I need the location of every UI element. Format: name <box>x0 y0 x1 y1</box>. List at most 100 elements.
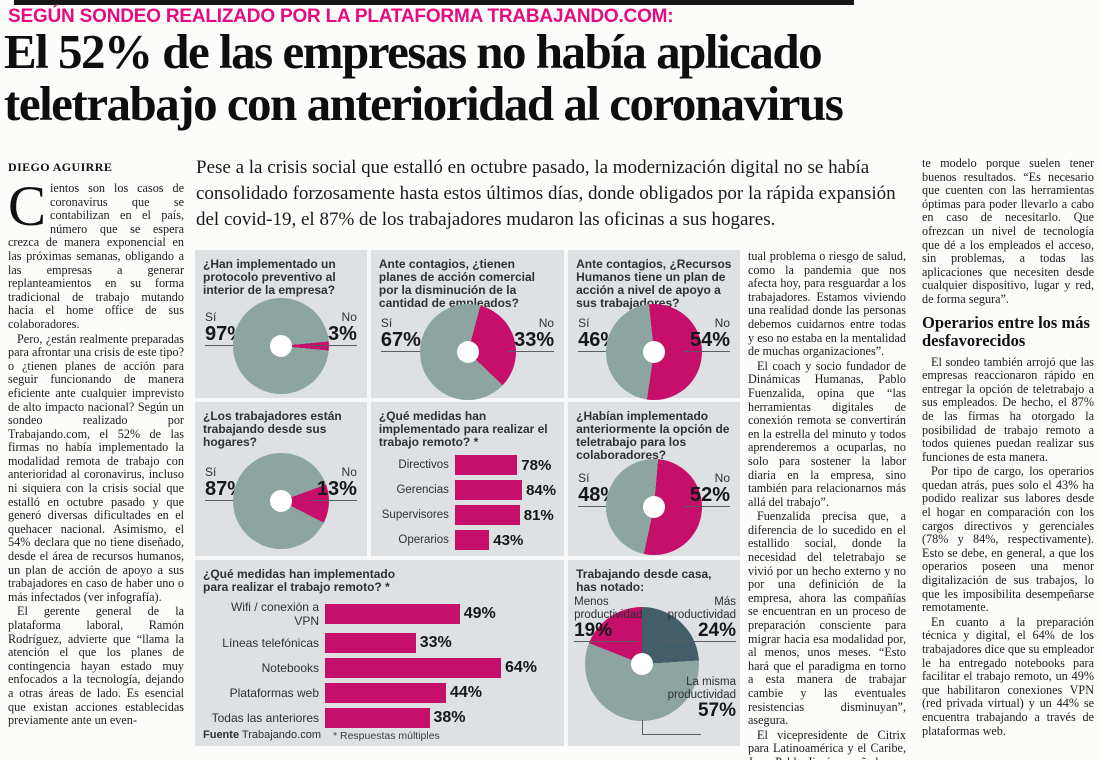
bar-row: Todas las anteriores 38% <box>203 708 556 728</box>
label-text: productividad <box>667 688 736 701</box>
chart-title: ¿Qué medidas han implementado para reali… <box>203 567 396 594</box>
pie-area: Sí 87% No 13% <box>203 449 359 552</box>
chart-title: Ante contagios, ¿Recursos Humanos tiene … <box>576 257 732 310</box>
label-text: Sí <box>578 471 590 485</box>
bar-row: Wifi / conexión a VPN 49% <box>203 600 556 628</box>
pie-chart <box>606 459 703 555</box>
paragraph: El sondeo también arrojó que las empresa… <box>922 354 1094 464</box>
label-text: productividad <box>574 608 643 621</box>
label-text: Sí <box>205 309 217 324</box>
label-text: productividad <box>667 608 736 621</box>
label-text: La misma <box>686 676 736 688</box>
bar-value: 81% <box>523 506 554 524</box>
pie-hole <box>631 653 654 675</box>
paragraph: te modelo porque suelen tener buenos res… <box>922 157 1094 306</box>
label-value: 54% <box>689 329 730 351</box>
label-value: 67% <box>380 329 421 351</box>
pie-area: Sí 97% No 3% <box>203 297 359 394</box>
paragraph: El vicepresidente de Citrix para Latinoa… <box>748 727 906 760</box>
source-label: Fuente <box>203 729 240 741</box>
bar-row: Supervisores 81% <box>379 505 556 525</box>
bar-label: Supervisores <box>381 509 449 521</box>
section-subhead: Operarios entre los más desfavorecidos <box>922 312 1090 350</box>
label-value: 19% <box>574 620 613 641</box>
article-column-4: tual problema o riesgo de salud, como la… <box>748 250 906 760</box>
bar <box>454 455 518 475</box>
pie-chart <box>232 297 329 394</box>
chart-trabajando-hogares: ¿Los trabajadores están trabajando desde… <box>195 402 367 556</box>
infographic-panel: ¿Han implementado un protocolo preventiv… <box>195 250 740 746</box>
bar-value: 43% <box>493 531 524 549</box>
footnote: * Respuestas múltiples <box>333 730 440 742</box>
headline: El 52% de las empresas no había aplicado… <box>4 26 1094 130</box>
less-productivity-label: Menos productividad 19% <box>574 596 643 642</box>
bar-row: Líneas telefónicas 33% <box>203 633 556 653</box>
label-text: No <box>714 316 730 330</box>
headline-line1: El 52% de las empresas no había aplicado <box>4 24 823 79</box>
chart-title: Trabajando desde casa, has notado: <box>576 568 732 594</box>
chart-planes-accion-comercial: Ante contagios, ¿tienen planes de acción… <box>370 250 565 400</box>
bar <box>325 633 416 653</box>
byline: DIEGO AGUIRRE <box>8 160 113 174</box>
bar-chart: Directivos 78% Gerencias 84% Supervisore… <box>379 455 556 550</box>
label-text: No <box>341 309 357 324</box>
bar-value: 33% <box>419 634 452 651</box>
paragraph: En cuanto a la preparación técnica y dig… <box>922 614 1094 738</box>
drop-cap: C <box>8 182 47 238</box>
no-label: No 3% <box>310 309 357 346</box>
bar-row: Plataformas web 44% <box>203 683 556 703</box>
chart-title-line2: has notado: <box>576 580 645 594</box>
label-text: No <box>538 316 555 330</box>
label-value: 33% <box>514 329 555 351</box>
no-label: No 52% <box>684 471 730 507</box>
label-text: Sí <box>380 316 393 330</box>
bar <box>325 708 430 728</box>
label-value: 13% <box>316 477 357 500</box>
kicker: SEGÚN SONDEO REALIZADO POR LA PLATAFORMA… <box>8 6 674 27</box>
paragraph: Fuenzalida precisa que, a diferencia de … <box>748 509 906 728</box>
chart-rrhh-plan-accion: Ante contagios, ¿Recursos Humanos tiene … <box>568 250 740 400</box>
bar-label: Notebooks <box>261 661 319 675</box>
bar-value: 44% <box>450 684 483 701</box>
bar-value: 78% <box>521 456 552 474</box>
chart-teletrabajo-anterior: ¿Habían implementado anteriormente la op… <box>568 402 740 556</box>
no-label: No 13% <box>310 464 357 501</box>
chart-title: ¿Qué medidas han implementado para reali… <box>378 409 548 449</box>
label-value: 24% <box>697 620 736 641</box>
chart-productividad-casa: Trabajando desde casa, has notado: Menos… <box>568 560 740 746</box>
bar-row: Notebooks 64% <box>203 658 556 678</box>
bar-label: Wifi / conexión a VPN <box>230 600 319 628</box>
label-value: 3% <box>327 322 357 345</box>
bar-value: 84% <box>526 481 557 499</box>
chart-title: ¿Habían implementado anteriormente la op… <box>576 409 730 462</box>
bar <box>454 530 490 550</box>
paragraph: El coach y socio fundador de Dinámicas H… <box>748 358 906 509</box>
bar-value: 49% <box>463 605 496 622</box>
bar-row: Gerencias 84% <box>379 480 556 500</box>
lede: Pese a la crisis social que estalló en o… <box>196 157 896 230</box>
bar <box>325 604 460 624</box>
label-text: Sí <box>205 464 217 479</box>
chart-medidas-por-cargo: ¿Qué medidas han implementado para reali… <box>370 402 565 556</box>
bar-label: Operarios <box>398 534 449 546</box>
label-text: No <box>341 464 357 479</box>
same-productivity-label: La misma productividad 57% <box>656 676 736 720</box>
bar <box>454 505 520 525</box>
bar-value: 38% <box>433 709 466 726</box>
pie-area: Sí 46% No 54% <box>576 304 732 400</box>
more-productivity-label: Más productividad 24% <box>660 596 736 642</box>
bar <box>325 658 501 678</box>
pie-hole <box>643 496 666 518</box>
pie-hole <box>269 489 292 512</box>
label-text: Sí <box>578 316 590 330</box>
paragraph: Por tipo de cargo, los operarios quedan … <box>922 464 1094 615</box>
leader-line <box>642 720 702 735</box>
no-label: No 54% <box>684 316 730 352</box>
chart-title: ¿Han implementado un protocolo preventiv… <box>203 257 336 297</box>
bar-value: 64% <box>505 659 538 676</box>
top-edge-artifact <box>14 0 854 5</box>
chart-title-line1: Trabajando desde casa, <box>576 567 712 581</box>
